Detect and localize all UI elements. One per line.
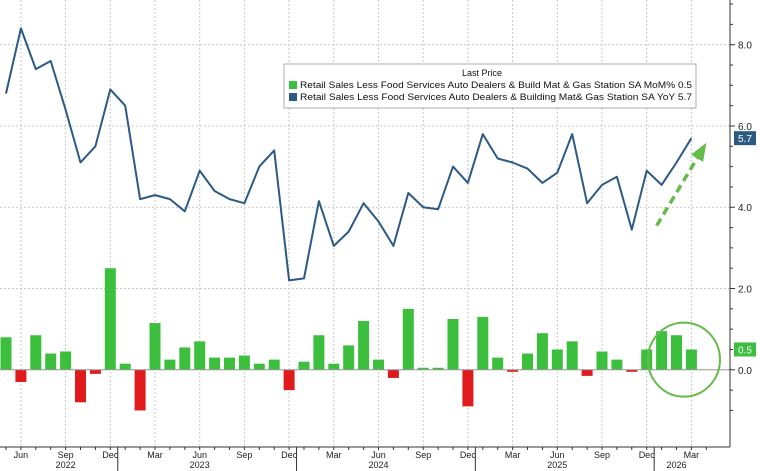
x-tick-label: Dec xyxy=(102,450,119,460)
mom-bar xyxy=(596,351,608,370)
mom-bar xyxy=(402,308,414,370)
x-tick-label: Jun xyxy=(550,450,565,460)
last-value-badge xyxy=(734,131,756,146)
mom-bar xyxy=(522,353,533,370)
x-tick-label: Sep xyxy=(58,450,74,460)
mom-bars xyxy=(0,268,697,411)
x-year-label: 2022 xyxy=(56,460,76,470)
mom-bar xyxy=(119,363,131,370)
last-value-badge xyxy=(734,342,756,357)
mom-bar xyxy=(358,321,370,370)
mom-bar xyxy=(507,369,519,372)
mom-bar xyxy=(179,347,191,370)
x-axis: Jun Sep Dec Mar Jun Sep Dec Mar Jun Sep Dec Mar Jun S… xyxy=(0,446,730,471)
mom-bar xyxy=(417,367,429,370)
x-tick-label: Sep xyxy=(415,450,431,460)
yoy-line xyxy=(5,27,693,282)
mom-bar xyxy=(60,351,72,370)
mom-bar xyxy=(343,345,355,370)
mom-bar xyxy=(313,335,325,370)
mom-bar xyxy=(462,369,474,407)
legend-swatch-yoy xyxy=(289,93,297,101)
y-tick-label: 4.0 xyxy=(738,203,752,214)
mom-bar xyxy=(253,363,265,370)
mom-bar xyxy=(581,369,593,376)
mom-bar xyxy=(164,359,176,370)
mom-bar xyxy=(536,333,548,370)
mom-bar xyxy=(194,341,206,370)
mom-bar xyxy=(626,369,638,372)
last-value-label: 5.7 xyxy=(738,134,752,145)
y-tick-label: 2.0 xyxy=(738,285,752,296)
x-tick-label: Jun xyxy=(14,450,29,460)
mom-bar xyxy=(373,359,384,370)
legend: Last Price Retail Sales Less Food Servic… xyxy=(283,63,697,109)
x-tick-label: Dec xyxy=(281,450,298,460)
mom-bar xyxy=(0,337,12,370)
mom-bar xyxy=(209,357,221,370)
trend-arrow-head xyxy=(691,142,707,162)
mom-bar xyxy=(671,335,682,370)
mom-bar xyxy=(611,359,623,370)
mom-bar xyxy=(149,323,161,370)
mom-bar xyxy=(447,318,459,370)
mom-bar xyxy=(492,357,504,370)
mom-bar xyxy=(15,369,27,382)
x-tick-label: Mar xyxy=(684,450,700,460)
mom-bar xyxy=(45,353,57,370)
mom-bar xyxy=(328,363,340,370)
highlight-circle xyxy=(646,321,721,398)
x-tick-label: Sep xyxy=(594,450,610,460)
trend-arrow-shaft xyxy=(655,145,706,227)
mom-bar xyxy=(89,369,101,374)
x-tick-label: Jun xyxy=(192,450,207,460)
y-axis: 8.0 6.0 4.0 2.0 0.0 5.7 0.5 xyxy=(729,0,756,447)
mom-bar xyxy=(656,331,668,370)
mom-bar xyxy=(477,316,489,370)
mom-bar xyxy=(104,268,116,370)
mom-bar xyxy=(685,349,697,370)
mom-bar xyxy=(268,359,280,370)
x-tick-label: Jun xyxy=(371,450,386,460)
y-tick-label: 8.0 xyxy=(738,41,752,52)
mom-bar xyxy=(75,369,86,403)
x-tick-label: Dec xyxy=(639,450,656,460)
mom-bar xyxy=(641,349,653,370)
legend-title: Last Price xyxy=(462,68,502,78)
mom-bar xyxy=(551,349,563,370)
legend-label-mom: Retail Sales Less Food Services Auto Dea… xyxy=(300,80,692,90)
mom-bar xyxy=(298,361,310,370)
mom-bar xyxy=(134,369,146,411)
mom-bar xyxy=(238,355,250,370)
x-tick-label: Mar xyxy=(147,450,163,460)
x-tick-label: Mar xyxy=(326,450,342,460)
mom-bar xyxy=(283,369,295,391)
annotations xyxy=(646,142,721,398)
mom-bar xyxy=(387,369,399,378)
x-tick-label: Mar xyxy=(505,450,521,460)
legend-swatch-mom xyxy=(289,81,297,89)
x-year-label: 2023 xyxy=(190,460,210,470)
x-year-label: 2024 xyxy=(368,460,388,470)
yoy-line-series xyxy=(5,27,693,282)
y-tick-label: 0.0 xyxy=(738,366,752,377)
mom-bar xyxy=(432,367,444,370)
mom-bar xyxy=(30,335,42,370)
legend-box xyxy=(283,63,697,109)
mom-bar xyxy=(566,341,578,370)
x-tick-label: Sep xyxy=(236,450,252,460)
x-year-label: 2026 xyxy=(666,460,686,470)
last-value-label: 0.5 xyxy=(738,345,752,356)
y-tick-label: 6.0 xyxy=(738,122,752,133)
x-tick-label: Dec xyxy=(460,450,477,460)
x-year-label: 2025 xyxy=(547,460,567,470)
mom-bar xyxy=(224,357,235,370)
legend-label-yoy: Retail Sales Less Food Services Auto Dea… xyxy=(300,92,692,102)
